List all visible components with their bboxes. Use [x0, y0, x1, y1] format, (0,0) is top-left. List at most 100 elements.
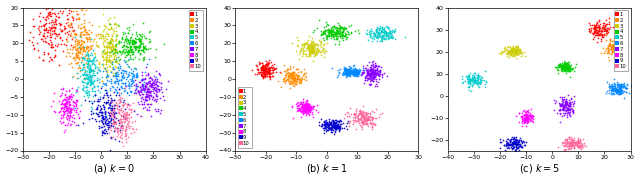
Point — [558, 105, 568, 108]
Point — [79, 57, 90, 60]
Point — [77, 6, 88, 9]
Point — [503, 52, 513, 55]
Point — [110, 125, 120, 128]
Point — [348, 73, 358, 76]
Point — [356, 113, 366, 115]
Point — [339, 68, 349, 71]
Point — [516, 51, 526, 54]
Point — [109, 16, 119, 18]
Point — [55, 23, 65, 26]
Point — [69, 120, 79, 123]
Point — [111, 75, 122, 78]
Point — [154, 80, 164, 83]
Point — [473, 76, 483, 79]
Point — [614, 88, 624, 91]
Point — [563, 68, 573, 71]
Point — [559, 67, 570, 70]
Point — [618, 44, 628, 47]
Point — [521, 125, 531, 128]
Point — [140, 106, 150, 109]
Point — [108, 121, 118, 123]
Point — [349, 67, 359, 70]
Point — [106, 70, 116, 73]
Point — [358, 69, 368, 72]
Point — [332, 30, 342, 33]
Point — [557, 64, 568, 67]
Point — [513, 53, 524, 56]
Point — [298, 48, 308, 51]
Point — [101, 114, 111, 117]
Point — [374, 33, 385, 35]
Point — [310, 54, 320, 57]
Point — [113, 66, 123, 69]
Point — [370, 123, 380, 126]
Point — [93, 45, 103, 48]
Point — [135, 39, 145, 41]
Point — [555, 62, 565, 65]
Point — [563, 66, 573, 69]
Point — [361, 69, 371, 72]
Point — [134, 49, 144, 52]
Point — [280, 70, 291, 72]
Point — [585, 30, 595, 33]
Point — [146, 85, 156, 88]
Point — [561, 65, 571, 68]
Point — [574, 146, 584, 149]
Point — [580, 145, 591, 148]
Point — [114, 93, 124, 96]
Point — [615, 90, 625, 93]
Point — [511, 140, 521, 143]
Point — [569, 145, 579, 148]
Point — [80, 77, 90, 80]
Point — [69, 105, 79, 108]
Point — [264, 73, 274, 75]
Point — [308, 108, 318, 111]
Point — [522, 113, 532, 116]
Point — [303, 108, 313, 111]
Point — [311, 109, 321, 112]
Point — [84, 67, 94, 70]
Point — [87, 75, 97, 78]
Point — [134, 37, 144, 40]
Point — [307, 45, 317, 48]
Point — [554, 65, 564, 68]
Point — [126, 48, 136, 51]
Point — [323, 123, 333, 125]
Point — [76, 56, 86, 59]
Point — [97, 52, 108, 55]
Point — [266, 66, 276, 69]
Point — [327, 128, 337, 131]
Point — [511, 49, 521, 52]
Point — [61, 54, 72, 57]
Point — [124, 42, 134, 45]
Point — [50, 18, 60, 21]
Point — [380, 29, 390, 32]
Point — [137, 79, 147, 81]
Point — [120, 59, 131, 62]
Point — [129, 109, 140, 111]
Point — [592, 21, 602, 24]
Point — [109, 120, 119, 123]
Point — [113, 105, 124, 108]
Point — [122, 113, 132, 116]
Point — [279, 77, 289, 80]
Point — [289, 75, 299, 78]
Point — [69, 29, 79, 32]
Point — [612, 45, 623, 47]
Point — [83, 57, 93, 60]
Point — [350, 113, 360, 116]
Point — [300, 104, 310, 107]
Point — [601, 34, 611, 37]
Point — [557, 62, 568, 64]
Point — [83, 91, 93, 94]
Point — [61, 109, 71, 112]
Point — [129, 84, 139, 87]
Point — [379, 71, 389, 74]
Point — [303, 103, 314, 106]
Point — [607, 83, 617, 86]
Point — [304, 106, 314, 109]
Point — [330, 31, 340, 34]
Point — [71, 101, 81, 104]
Point — [319, 132, 329, 135]
Point — [611, 90, 621, 93]
